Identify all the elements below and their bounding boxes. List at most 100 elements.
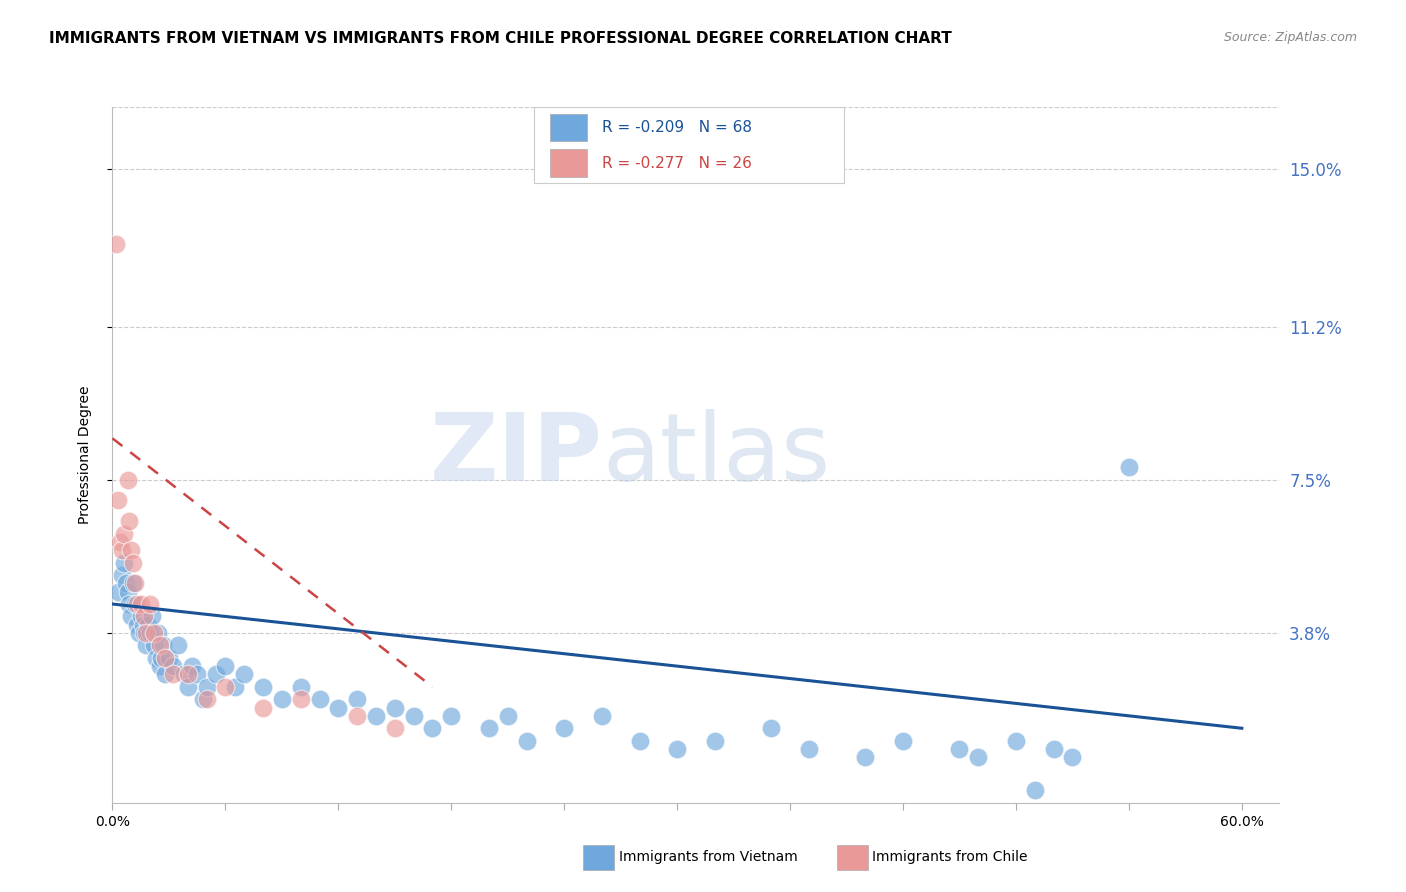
Point: [761, 721, 783, 735]
Point: [117, 584, 139, 599]
Point: [114, 576, 136, 591]
Point: [107, 493, 129, 508]
Text: R = -0.277   N = 26: R = -0.277 N = 26: [602, 155, 752, 170]
Point: [364, 708, 387, 723]
Point: [120, 609, 142, 624]
Point: [122, 576, 145, 591]
Point: [233, 667, 256, 681]
Text: Source: ZipAtlas.com: Source: ZipAtlas.com: [1223, 31, 1357, 45]
Point: [703, 733, 725, 747]
Y-axis label: Professional Degree: Professional Degree: [77, 385, 91, 524]
Point: [118, 597, 141, 611]
Point: [120, 543, 142, 558]
Point: [516, 733, 538, 747]
Point: [214, 680, 236, 694]
Point: [948, 742, 970, 756]
Point: [124, 597, 146, 611]
Point: [224, 680, 246, 694]
Point: [162, 659, 184, 673]
Point: [177, 680, 200, 694]
Point: [148, 659, 170, 673]
Point: [214, 659, 236, 673]
Point: [112, 556, 135, 570]
Text: Immigrants from Chile: Immigrants from Chile: [872, 850, 1028, 864]
Point: [117, 473, 139, 487]
Point: [157, 651, 180, 665]
Point: [290, 680, 312, 694]
Point: [135, 639, 157, 653]
Point: [134, 626, 156, 640]
Point: [195, 692, 218, 706]
Point: [1042, 742, 1064, 756]
Point: [173, 667, 195, 681]
Point: [136, 617, 159, 632]
Point: [591, 708, 613, 723]
FancyBboxPatch shape: [550, 150, 586, 177]
Point: [139, 597, 162, 611]
Point: [131, 617, 153, 632]
Point: [177, 667, 200, 681]
Point: [1005, 733, 1028, 747]
Point: [496, 708, 519, 723]
Text: R = -0.209   N = 68: R = -0.209 N = 68: [602, 120, 752, 135]
Point: [122, 556, 145, 570]
Point: [150, 651, 173, 665]
Point: [346, 708, 368, 723]
Point: [118, 514, 141, 528]
FancyBboxPatch shape: [550, 114, 586, 141]
Point: [128, 626, 150, 640]
Point: [135, 626, 157, 640]
Point: [270, 692, 292, 706]
Point: [328, 700, 350, 714]
Text: atlas: atlas: [603, 409, 831, 501]
Point: [153, 651, 176, 665]
Point: [124, 576, 146, 591]
Point: [205, 667, 228, 681]
Point: [440, 708, 463, 723]
Point: [346, 692, 368, 706]
Point: [553, 721, 575, 735]
Point: [290, 692, 312, 706]
Point: [384, 721, 406, 735]
Point: [129, 609, 152, 624]
Point: [141, 609, 163, 624]
Text: Immigrants from Vietnam: Immigrants from Vietnam: [619, 850, 797, 864]
Point: [252, 680, 274, 694]
Point: [308, 692, 330, 706]
Point: [125, 617, 148, 632]
Point: [142, 626, 165, 640]
Point: [1118, 460, 1140, 475]
Point: [152, 639, 174, 653]
Point: [384, 700, 406, 714]
Point: [891, 733, 914, 747]
Point: [134, 609, 156, 624]
Point: [107, 584, 129, 599]
Point: [139, 626, 162, 640]
Point: [125, 597, 148, 611]
Point: [402, 708, 425, 723]
Point: [967, 750, 990, 764]
Point: [145, 651, 167, 665]
Point: [129, 597, 152, 611]
Point: [180, 659, 202, 673]
Point: [108, 535, 131, 549]
Point: [252, 700, 274, 714]
Point: [478, 721, 501, 735]
Point: [167, 639, 190, 653]
Point: [112, 526, 135, 541]
Point: [105, 236, 128, 251]
Point: [148, 639, 170, 653]
Point: [162, 667, 184, 681]
Point: [1062, 750, 1084, 764]
Point: [195, 680, 218, 694]
Point: [142, 639, 165, 653]
Point: [422, 721, 444, 735]
Point: [111, 568, 134, 582]
Point: [186, 667, 208, 681]
Text: ZIP: ZIP: [430, 409, 603, 501]
Point: [191, 692, 214, 706]
Text: IMMIGRANTS FROM VIETNAM VS IMMIGRANTS FROM CHILE PROFESSIONAL DEGREE CORRELATION: IMMIGRANTS FROM VIETNAM VS IMMIGRANTS FR…: [49, 31, 952, 46]
Point: [797, 742, 820, 756]
Point: [153, 667, 176, 681]
Point: [146, 626, 169, 640]
